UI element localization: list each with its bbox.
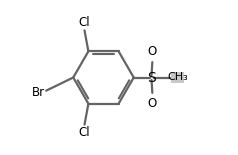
- Text: Br: Br: [32, 86, 45, 99]
- Text: O: O: [148, 45, 157, 58]
- Text: Cl: Cl: [78, 126, 89, 140]
- Text: O: O: [148, 97, 157, 110]
- Text: CH₃: CH₃: [167, 73, 188, 82]
- Text: Cl: Cl: [78, 16, 89, 29]
- Text: S: S: [147, 71, 156, 84]
- Bar: [171, 73, 184, 82]
